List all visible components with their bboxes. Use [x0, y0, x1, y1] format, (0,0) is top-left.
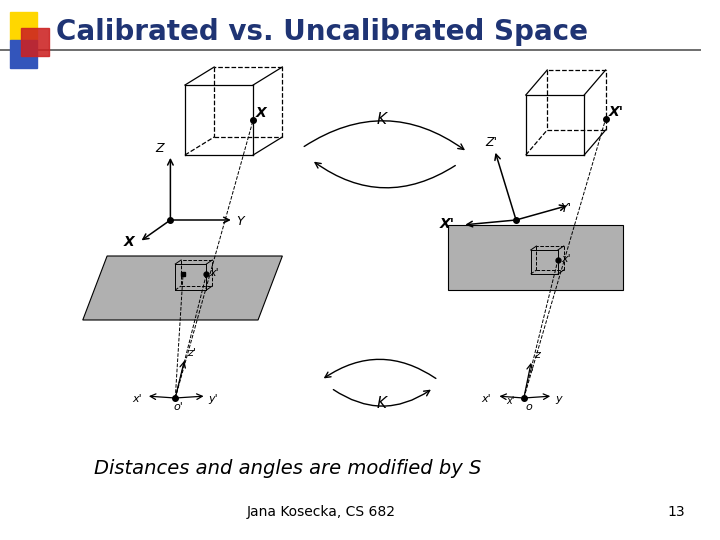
Text: Distances and angles are modified by S: Distances and angles are modified by S: [94, 458, 481, 477]
Text: z': z': [187, 348, 196, 358]
Text: X': X': [608, 105, 624, 119]
Text: z: z: [534, 350, 539, 360]
Text: o: o: [526, 402, 533, 412]
Bar: [22, 28, 49, 56]
Text: K: K: [377, 396, 387, 411]
Text: X': X': [440, 217, 455, 231]
Text: Y: Y: [237, 215, 244, 228]
Text: x': x': [210, 268, 219, 278]
Bar: [448, 225, 623, 290]
Text: Jana Kosecka, CS 682: Jana Kosecka, CS 682: [247, 505, 396, 519]
Text: x': x': [561, 254, 570, 264]
Text: y': y': [208, 394, 218, 404]
Text: Calibrated vs. Uncalibrated Space: Calibrated vs. Uncalibrated Space: [56, 18, 588, 46]
Text: x': x': [132, 394, 142, 404]
Text: 13: 13: [668, 505, 685, 519]
Bar: [10, 40, 37, 68]
Polygon shape: [83, 256, 282, 320]
Text: y: y: [555, 394, 562, 404]
Text: Y': Y': [560, 202, 571, 215]
Text: X: X: [124, 235, 135, 249]
Bar: [10, 12, 37, 40]
Text: x': x': [481, 394, 490, 404]
Text: K: K: [377, 112, 387, 127]
Text: X: X: [256, 106, 267, 120]
Text: Z: Z: [155, 142, 163, 155]
Text: Z': Z': [485, 136, 497, 149]
Text: o': o': [174, 402, 183, 412]
Text: x': x': [506, 396, 515, 406]
